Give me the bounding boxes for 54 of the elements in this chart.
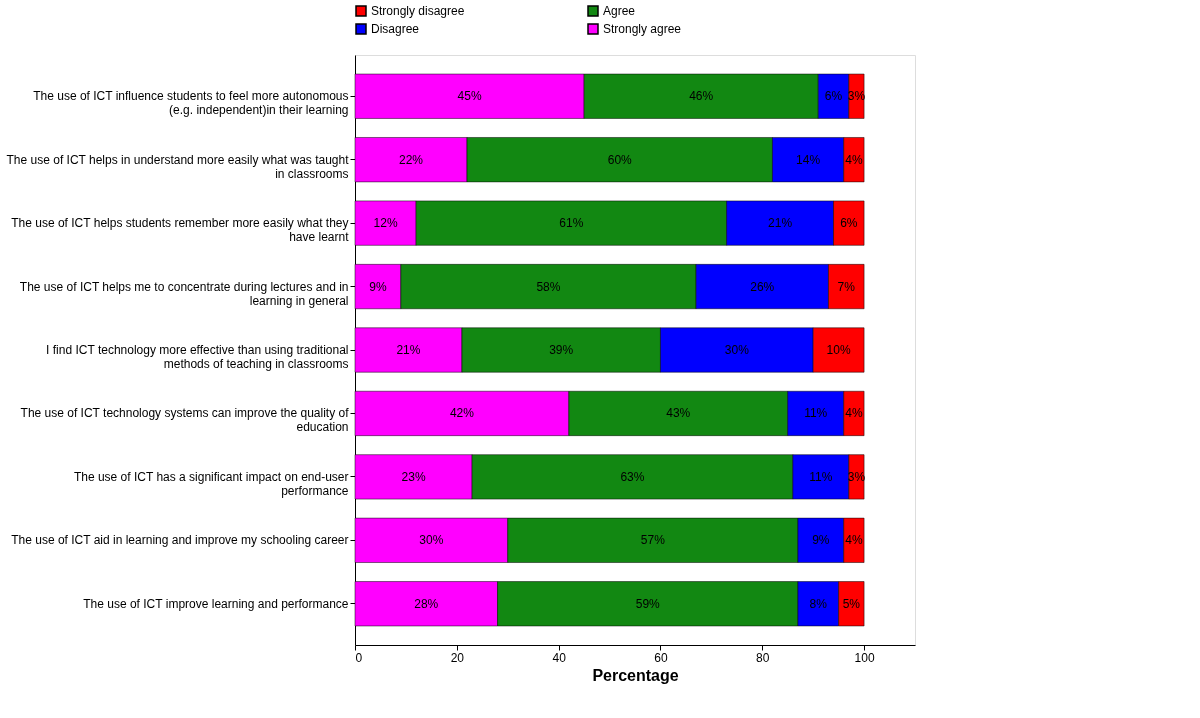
legend-label: Strongly agree bbox=[603, 22, 682, 36]
data-label: 9% bbox=[369, 279, 387, 294]
data-label: 42% bbox=[449, 406, 475, 421]
data-label: 14% bbox=[796, 152, 821, 167]
data-label: 45% bbox=[457, 89, 482, 104]
data-label: 10% bbox=[826, 343, 851, 357]
data-label: 58% bbox=[536, 279, 561, 294]
data-label: 6% bbox=[840, 216, 858, 231]
data-label: 4% bbox=[845, 533, 863, 548]
data-label: 12% bbox=[373, 216, 398, 231]
data-label: 9% bbox=[812, 533, 830, 548]
data-label: 8% bbox=[809, 596, 828, 611]
x-tick-label: 80 bbox=[756, 650, 770, 665]
data-label: 4% bbox=[845, 406, 863, 421]
data-label: 59% bbox=[635, 596, 661, 611]
y-tick-label: The use of ICT helps in understand more easily what was taught in classrooms bbox=[6, 152, 350, 181]
x-tick-label: 100 bbox=[854, 650, 875, 665]
y-tick-label: The use of ICT helps students remember more easily what they have learnt bbox=[11, 216, 350, 245]
x-tick-label: 0 bbox=[355, 650, 363, 665]
y-tick-label: The use of ICT aid in learning and improve my schooling career bbox=[11, 533, 349, 548]
data-label: 22% bbox=[398, 152, 424, 167]
x-axis-title: Percentage bbox=[592, 666, 679, 684]
y-tick-label: The use of ICT improve learning and performance bbox=[83, 596, 349, 611]
data-label: 46% bbox=[689, 89, 714, 104]
data-label: 57% bbox=[640, 533, 666, 548]
data-label: 5% bbox=[842, 596, 861, 611]
data-label: 61% bbox=[559, 216, 584, 231]
data-label: 30% bbox=[419, 533, 444, 548]
data-label: 4% bbox=[845, 152, 863, 167]
data-label: 60% bbox=[607, 152, 633, 167]
data-label: 11% bbox=[804, 406, 828, 421]
y-tick-label: The use of ICT technology systems can improve the quality of education bbox=[20, 406, 350, 435]
x-tick-label: 60 bbox=[654, 650, 668, 665]
legend-label: Agree bbox=[603, 4, 636, 18]
data-label: 6% bbox=[824, 89, 843, 104]
data-label: 39% bbox=[549, 343, 574, 357]
y-tick-label: I find ICT technology more effective than using traditional methods of teaching in classrooms bbox=[46, 343, 349, 371]
y-tick-label: The use of ICT influence students to feel more autonomous (e.g. independent)in their learning bbox=[33, 89, 349, 118]
data-label: 7% bbox=[837, 279, 856, 294]
data-label: 21% bbox=[768, 216, 793, 231]
y-tick-label: The use of ICT has a significant impact on end-user performance bbox=[73, 469, 349, 498]
x-tick-label: 20 bbox=[450, 650, 465, 665]
legend-label: Strongly disagree bbox=[371, 4, 465, 18]
data-label: 43% bbox=[666, 406, 691, 421]
data-label: 30% bbox=[724, 343, 750, 357]
data-label: 23% bbox=[401, 469, 426, 484]
x-tick-label: 40 bbox=[552, 650, 567, 665]
data-label: 28% bbox=[414, 596, 439, 611]
data-label: 63% bbox=[620, 469, 645, 484]
data-label: 21% bbox=[396, 343, 421, 357]
y-tick-label: The use of ICT helps me to concentrate during lectures and in learning in general bbox=[19, 279, 349, 308]
data-label: 11% bbox=[809, 469, 833, 484]
legend-label: Disagree bbox=[371, 22, 420, 36]
data-label: 26% bbox=[750, 279, 775, 294]
